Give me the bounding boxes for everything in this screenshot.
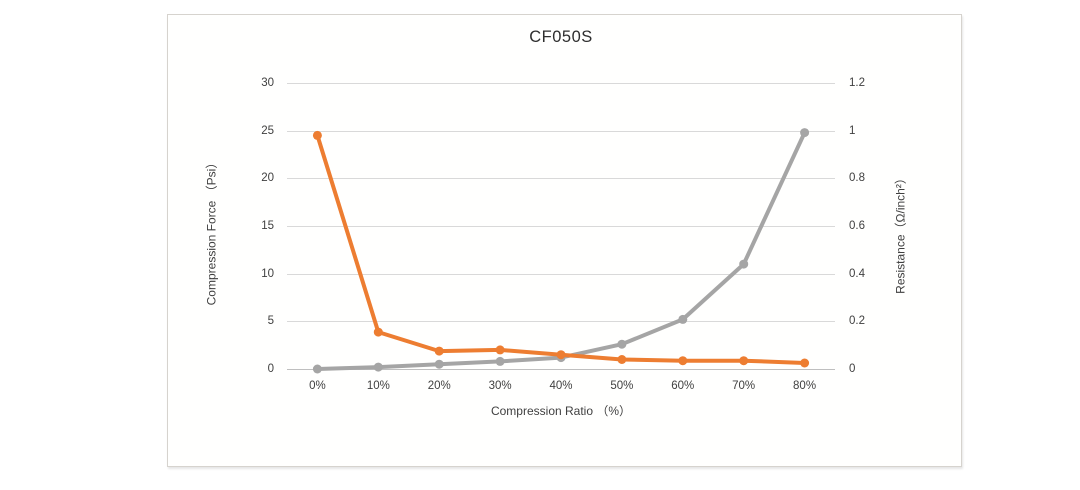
data-point-marker bbox=[312, 364, 322, 374]
y-left-tick-label: 25 bbox=[261, 124, 274, 137]
x-tick-label: 0% bbox=[309, 380, 326, 392]
x-axis-title: Compression Ratio （%） bbox=[490, 404, 632, 418]
y-right-tick-label: 0 bbox=[849, 363, 856, 375]
y-right-tick-label: 0.4 bbox=[849, 267, 865, 280]
x-tick-label: 60% bbox=[671, 380, 695, 392]
chart-plot bbox=[287, 83, 835, 374]
data-point-marker bbox=[434, 359, 444, 369]
y-left-tick-label: 0 bbox=[267, 363, 274, 375]
x-tick-label: 10% bbox=[366, 380, 390, 392]
y-left-tick-label: 20 bbox=[261, 172, 274, 185]
data-point-marker bbox=[678, 356, 688, 366]
y-left-tick-label: 30 bbox=[261, 77, 274, 89]
x-tick-label: 30% bbox=[488, 380, 512, 392]
y-right-tick-label: 0.2 bbox=[849, 315, 865, 328]
y-right-tick-label: 0.6 bbox=[849, 220, 865, 232]
data-point-marker bbox=[800, 358, 810, 368]
data-point-marker bbox=[495, 356, 505, 366]
x-tick-label: 40% bbox=[549, 380, 573, 392]
data-point-marker bbox=[495, 345, 505, 355]
data-point-marker bbox=[800, 128, 810, 138]
series-line-0 bbox=[315, 130, 807, 371]
chart-frame: CF050S Compression Force （Psi） Resistanc… bbox=[167, 14, 962, 467]
data-point-marker bbox=[434, 346, 444, 356]
x-tick-label: 20% bbox=[427, 380, 451, 392]
chart-title: CF050S bbox=[529, 28, 593, 46]
y-right-tick-label: 1 bbox=[849, 124, 856, 137]
data-point-marker bbox=[556, 350, 566, 360]
y-left-tick-label: 15 bbox=[261, 220, 274, 232]
data-point-marker bbox=[739, 259, 749, 269]
data-point-marker bbox=[312, 130, 322, 140]
series-line-1 bbox=[315, 133, 807, 365]
x-tick-label: 50% bbox=[610, 380, 634, 392]
y-left-axis-title: Compression Force （Psi） bbox=[204, 156, 219, 306]
y-left-tick-label: 10 bbox=[261, 267, 274, 280]
data-point-marker bbox=[373, 327, 383, 337]
data-point-marker bbox=[678, 314, 688, 324]
data-point-marker bbox=[373, 362, 383, 372]
data-point-marker bbox=[739, 356, 749, 366]
x-tick-label: 70% bbox=[732, 380, 756, 392]
data-point-marker bbox=[617, 355, 627, 364]
y-left-tick-label: 5 bbox=[267, 315, 274, 328]
x-tick-label: 80% bbox=[793, 380, 817, 392]
y-right-tick-label: 0.8 bbox=[849, 172, 865, 185]
data-point-marker bbox=[617, 339, 627, 349]
y-right-tick-label: 1.2 bbox=[849, 77, 865, 89]
